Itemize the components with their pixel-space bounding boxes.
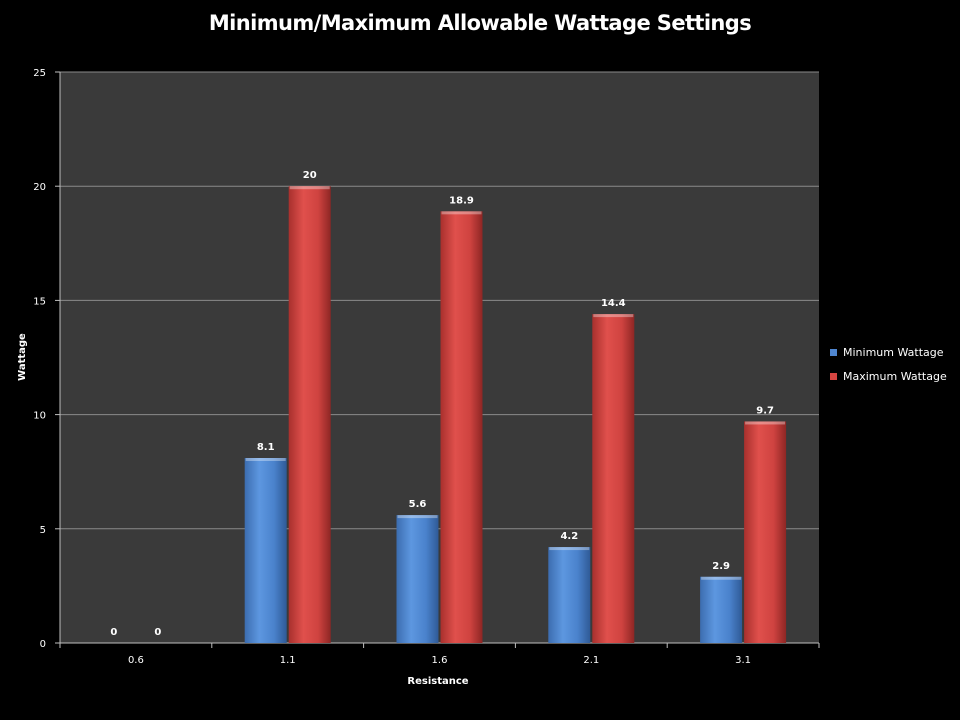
bar-highlight <box>245 457 286 461</box>
bar-highlight <box>441 211 482 215</box>
axes: 0 5 10 15 20 25 0.6 1.1 1.6 2.1 3.1 <box>33 68 820 666</box>
bars <box>244 186 787 643</box>
data-label: 0 <box>154 627 161 638</box>
bar-minimum <box>396 515 439 643</box>
y-tick-label: 10 <box>33 411 46 422</box>
y-tick-label: 0 <box>40 639 46 650</box>
legend-label-maximum: Maximum Wattage <box>843 369 947 383</box>
bar-highlight <box>745 421 786 425</box>
x-tick-label: 3.1 <box>735 655 751 666</box>
bar-maximum <box>592 314 635 643</box>
data-label: 4.2 <box>560 531 578 542</box>
x-tick-label: 2.1 <box>583 655 599 666</box>
y-tick-label: 25 <box>33 68 46 79</box>
x-axis-label: Resistance <box>407 676 468 687</box>
data-label: 2.9 <box>712 561 730 572</box>
legend-item-maximum: Maximum Wattage <box>830 364 947 388</box>
bar-maximum <box>744 421 787 643</box>
x-tick-label: 1.6 <box>432 655 448 666</box>
chart-title: Minimum/Maximum Allowable Wattage Settin… <box>208 11 752 35</box>
y-tick-label: 5 <box>40 525 46 536</box>
data-label: 20 <box>303 170 317 181</box>
x-tick-label: 0.6 <box>128 655 144 666</box>
data-label: 5.6 <box>409 499 427 510</box>
legend-item-minimum: Minimum Wattage <box>830 340 947 364</box>
x-tick-label: 1.1 <box>280 655 296 666</box>
bar-highlight <box>397 515 438 519</box>
bar-highlight <box>701 576 742 580</box>
grid-lines <box>60 71 819 530</box>
y-axis-label: Wattage <box>17 333 28 381</box>
data-label: 9.7 <box>756 405 774 416</box>
bar-minimum <box>244 457 287 643</box>
bar-maximum <box>288 186 331 643</box>
legend-swatch-minimum <box>830 348 837 356</box>
bar-minimum <box>548 547 591 643</box>
data-labels: 0 8.1 5.6 4.2 2.9 0 20 18.9 14.4 9.7 <box>110 170 774 638</box>
bar-highlight <box>593 314 634 318</box>
data-label: 18.9 <box>449 195 474 206</box>
legend: Minimum Wattage Maximum Wattage <box>830 340 947 388</box>
data-label: 0 <box>110 627 117 638</box>
bar-highlight <box>549 547 590 551</box>
y-tick-label: 15 <box>33 296 46 307</box>
bar-minimum <box>700 576 743 643</box>
legend-swatch-maximum <box>830 372 837 380</box>
bar-maximum <box>440 211 483 643</box>
legend-label-minimum: Minimum Wattage <box>843 345 944 359</box>
data-label: 14.4 <box>601 298 626 309</box>
bar-highlight <box>289 186 330 190</box>
data-label: 8.1 <box>257 442 275 453</box>
plot-area <box>60 72 819 643</box>
y-tick-label: 20 <box>33 182 46 193</box>
